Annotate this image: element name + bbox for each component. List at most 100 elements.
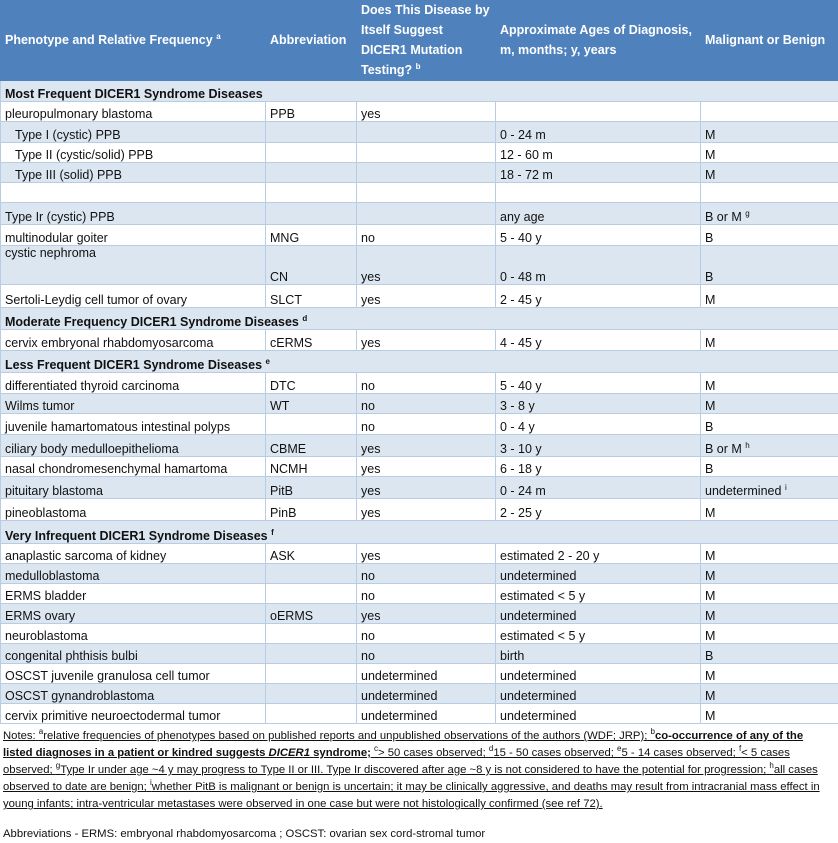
cell-text: Approximate Ages of Diagnosis, m, months… (500, 23, 692, 57)
cell: undetermined (496, 664, 701, 684)
cell (266, 414, 357, 435)
cell: SLCT (266, 285, 357, 308)
cell: oERMS (266, 604, 357, 624)
cell: M (701, 373, 838, 394)
cell: undetermined (357, 684, 496, 704)
cell-text: undetermined (705, 484, 781, 498)
cell-text: juvenile hamartomatous intestinal polyps (5, 420, 230, 434)
cell (701, 102, 838, 122)
cell: no (357, 394, 496, 414)
cell (357, 183, 496, 203)
cell: Type I (cystic) PPB (1, 122, 266, 143)
cell: pleuropulmonary blastoma (1, 102, 266, 122)
cell: differentiated thyroid carcinoma (1, 373, 266, 394)
cell: yes (357, 102, 496, 122)
cell: B or M g (701, 203, 838, 225)
cell: estimated < 5 y (496, 584, 701, 604)
cell-text: 4 - 45 y (500, 336, 542, 350)
cell (266, 163, 357, 183)
cell: cERMS (266, 330, 357, 351)
cell-text: 5 - 40 y (500, 231, 542, 245)
cell: M (701, 499, 838, 521)
cell-text: 5 - 40 y (500, 379, 542, 393)
section-row: Less Frequent DICER1 Syndrome Diseases e (1, 351, 838, 373)
cell-text: CBME (270, 442, 306, 456)
cell: M (701, 122, 838, 143)
cell-text: M (705, 549, 715, 563)
cell-text: estimated < 5 y (500, 629, 585, 643)
cell (357, 163, 496, 183)
cell: no (357, 584, 496, 604)
cell-text: 0 - 4 y (500, 420, 535, 434)
cell-text: estimated 2 - 20 y (500, 549, 599, 563)
cell: 3 - 10 y (496, 435, 701, 457)
cell-text: B (705, 649, 713, 663)
cell: juvenile hamartomatous intestinal polyps (1, 414, 266, 435)
cell: multinodular goiter (1, 225, 266, 246)
cell: yes (357, 544, 496, 564)
cell: M (701, 624, 838, 644)
cell-text: yes (361, 506, 380, 520)
cell: M (701, 394, 838, 414)
cell: no (357, 624, 496, 644)
cell-text: yes (361, 609, 380, 623)
cell: pituitary blastoma (1, 477, 266, 499)
cell: OSCST gynandroblastoma (1, 684, 266, 704)
cell: M (701, 604, 838, 624)
cell: yes (357, 435, 496, 457)
cell: yes (357, 604, 496, 624)
cell: undetermined (496, 564, 701, 584)
cell-text: no (361, 649, 375, 663)
cell (266, 203, 357, 225)
cell-text: 3 - 10 y (500, 442, 542, 456)
cell: no (357, 414, 496, 435)
cell: undetermined (357, 664, 496, 684)
cell-text: M (705, 629, 715, 643)
cell-text: OSCST juvenile granulosa cell tumor (5, 669, 210, 683)
cell-text: M (705, 689, 715, 703)
note-text: DICER1 (269, 747, 310, 759)
cell-text: 18 - 72 m (500, 168, 553, 182)
cell: neuroblastoma (1, 624, 266, 644)
cell-text: M (705, 506, 715, 520)
cell-text: no (361, 629, 375, 643)
abbreviations: Abbreviations - ERMS: embryonal rhabdomy… (0, 826, 838, 843)
cell-text: medulloblastoma (5, 569, 100, 583)
cell-text: yes (361, 293, 380, 307)
cell-text: undetermined (500, 709, 576, 723)
cell-text: B (705, 420, 713, 434)
cell: 2 - 45 y (496, 285, 701, 308)
cell-text: M (705, 168, 715, 182)
cell: 5 - 40 y (496, 373, 701, 394)
section-cell: Most Frequent DICER1 Syndrome Diseases (1, 81, 838, 102)
cell-text: MNG (270, 231, 299, 245)
cell: 12 - 60 m (496, 143, 701, 163)
section-title: Moderate Frequency DICER1 Syndrome Disea… (5, 315, 299, 329)
cell-text: CN (270, 270, 288, 284)
header-cell: Phenotype and Relative Frequency a (1, 0, 266, 81)
cell-text: ERMS bladder (5, 589, 86, 603)
cell: M (701, 684, 838, 704)
cell: yes (357, 285, 496, 308)
cell-text: M (705, 609, 715, 623)
cell-text: nasal chondromesenchymal hamartoma (5, 462, 227, 476)
table-row: neuroblastoma no estimated < 5 y M (1, 624, 838, 644)
section-title: Most Frequent DICER1 Syndrome Diseases (5, 87, 263, 101)
cell: NCMH (266, 457, 357, 477)
cell-text: multinodular goiter (5, 231, 108, 245)
cell: any age (496, 203, 701, 225)
cell: PPB (266, 102, 357, 122)
cell: M (701, 664, 838, 684)
cell (266, 664, 357, 684)
cell-text: M (705, 709, 715, 723)
cell-text: M (705, 148, 715, 162)
section-cell: Moderate Frequency DICER1 Syndrome Disea… (1, 308, 838, 330)
cell-text: yes (361, 270, 380, 284)
cell-text: M (705, 669, 715, 683)
section-title: Less Frequent DICER1 Syndrome Diseases (5, 358, 262, 372)
cell (357, 143, 496, 163)
